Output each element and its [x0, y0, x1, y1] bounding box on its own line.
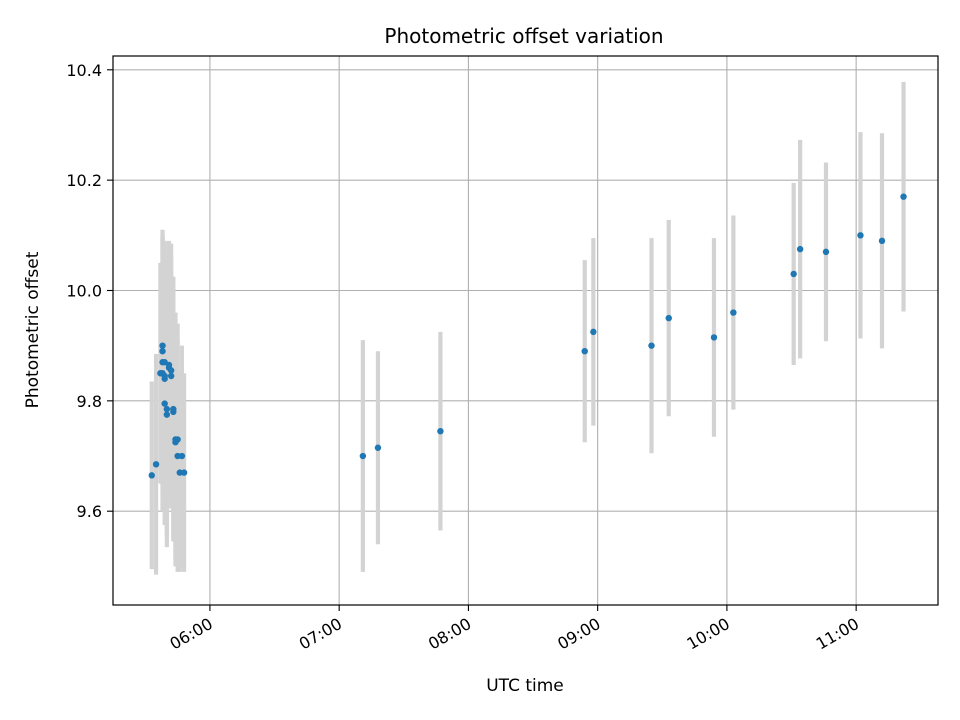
data-point	[174, 436, 181, 443]
data-point	[857, 232, 864, 239]
y-axis-label: Photometric offset	[23, 251, 43, 408]
data-point	[178, 452, 186, 460]
data-point	[437, 427, 444, 435]
data-point	[374, 444, 382, 451]
data-point	[152, 461, 160, 468]
data-point	[159, 342, 166, 349]
data-point	[180, 469, 188, 476]
data-point	[167, 372, 175, 380]
data-point	[161, 375, 168, 382]
data-point	[648, 342, 655, 349]
data-point	[359, 452, 367, 460]
error-bars	[149, 81, 906, 575]
x-tick-label: 09:00	[554, 614, 603, 654]
data-point	[159, 347, 166, 355]
data-point	[822, 248, 830, 256]
grid	[113, 56, 938, 605]
data-points	[148, 193, 907, 479]
y-tick-label: 10.0	[66, 281, 102, 300]
data-point	[665, 314, 672, 322]
y-tick-label: 10.4	[66, 61, 102, 80]
data-point	[590, 328, 597, 336]
data-point	[796, 245, 804, 253]
chart-title: Photometric offset variation	[384, 24, 663, 48]
data-point	[148, 472, 155, 479]
data-point	[878, 237, 886, 245]
data-point	[163, 411, 171, 418]
x-axis-label: UTC time	[486, 676, 564, 696]
data-point	[170, 405, 177, 413]
plot-frame	[112, 55, 939, 606]
data-point	[900, 193, 907, 200]
y-axis-ticks: 9.6 9.8 10.0 10.2 10.4	[66, 61, 113, 521]
data-point	[790, 270, 797, 278]
data-point	[165, 361, 173, 369]
x-tick-label: 07:00	[296, 614, 345, 654]
data-point	[581, 347, 588, 355]
x-tick-label: 10:00	[683, 614, 732, 654]
data-point	[167, 367, 175, 374]
x-tick-label: 08:00	[425, 614, 474, 654]
x-tick-label: 11:00	[813, 614, 862, 654]
data-point	[161, 400, 168, 407]
data-point	[730, 309, 737, 316]
data-point	[163, 405, 171, 413]
data-point	[710, 334, 718, 341]
y-tick-label: 9.8	[77, 392, 102, 411]
y-tick-label: 10.2	[66, 171, 102, 190]
x-tick-label: 06:00	[167, 614, 216, 654]
x-axis-ticks: 06:00 07:00 08:00 09:00 10:00 11:00	[167, 605, 862, 654]
y-tick-label: 9.6	[77, 502, 102, 521]
